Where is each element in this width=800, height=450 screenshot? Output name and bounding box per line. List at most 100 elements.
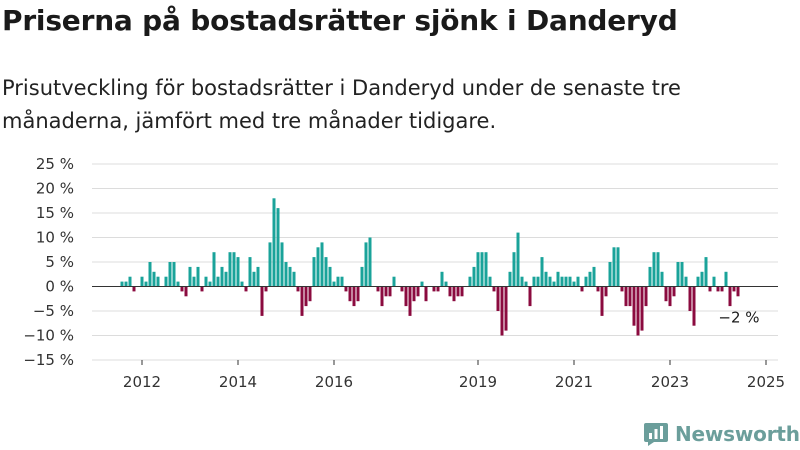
bar: [508, 271, 512, 287]
bar: [368, 237, 372, 287]
bar: [452, 286, 456, 302]
bar: [684, 276, 688, 287]
bar: [620, 286, 624, 292]
bar: [332, 281, 336, 287]
bar: [628, 286, 632, 307]
bar: [688, 286, 692, 311]
bar: [120, 281, 124, 287]
bar: [420, 281, 424, 287]
bar: [704, 257, 708, 287]
bar: [336, 276, 340, 287]
bar: [612, 247, 616, 287]
bar: [444, 281, 448, 287]
bar: [188, 266, 192, 287]
bar: [400, 286, 404, 292]
newsworthy-brand[interactable]: Newsworthy: [643, 418, 800, 450]
bar: [344, 286, 348, 292]
bar: [608, 262, 612, 287]
bar: [228, 252, 232, 287]
bar: [256, 266, 260, 287]
bar: [352, 286, 356, 307]
x-tick-label: 2019: [459, 373, 497, 391]
bar: [732, 286, 736, 292]
bar: [324, 257, 328, 287]
brand-name: Newsworthy: [675, 422, 800, 446]
bar: [220, 266, 224, 287]
bar: [520, 276, 524, 287]
y-tick-label: −10 %: [23, 327, 74, 345]
bar: [536, 276, 540, 287]
bar: [652, 252, 656, 287]
bar: [560, 276, 564, 287]
bar: [340, 276, 344, 287]
bar: [448, 286, 452, 297]
bar: [192, 276, 196, 287]
bar: [412, 286, 416, 302]
bar: [568, 276, 572, 287]
bar: [680, 262, 684, 287]
bar: [180, 286, 184, 292]
bar: [308, 286, 312, 302]
bar: [736, 286, 740, 297]
bar: [524, 281, 528, 287]
bar: [480, 252, 484, 287]
x-tick-label: 2016: [315, 373, 353, 391]
y-tick-label: 15 %: [36, 204, 74, 222]
bar: [616, 247, 620, 287]
bar: [292, 271, 296, 287]
bar: [304, 286, 308, 307]
bar: [656, 252, 660, 287]
bar: [416, 286, 420, 297]
bar: [144, 281, 148, 287]
bar: [604, 286, 608, 297]
bar: [564, 276, 568, 287]
x-tick-label: 2012: [123, 373, 161, 391]
gridlines: [92, 163, 778, 361]
chart-subtitle: Prisutveckling för bostadsrätter i Dande…: [2, 76, 681, 133]
bar: [664, 286, 668, 302]
bar: [264, 286, 268, 292]
bar: [728, 286, 732, 307]
bar: [360, 266, 364, 287]
bar: [588, 271, 592, 287]
bar: [600, 286, 604, 316]
bar: [540, 257, 544, 287]
bar: [176, 281, 180, 287]
bar: [284, 262, 288, 287]
bar: [268, 242, 272, 287]
bar-chart: 25 % 20 % 15 % 10 % 5 % 0 % −5 % −10 % −15 % 201…: [23, 155, 785, 391]
bar: [224, 271, 228, 287]
bar: [496, 286, 500, 311]
bar: [408, 286, 412, 316]
bar: [720, 286, 724, 292]
bar: [168, 262, 172, 287]
bar: [184, 286, 188, 297]
bar: [260, 286, 264, 316]
bar: [280, 242, 284, 287]
bar: [424, 286, 428, 302]
bar: [700, 271, 704, 287]
bar: [552, 281, 556, 287]
bar: [348, 286, 352, 302]
bar: [232, 252, 236, 287]
bar: [500, 286, 504, 336]
bar: [584, 276, 588, 287]
bar: [576, 276, 580, 287]
x-axis-ticks: 2012 2014 2016 2019 2021 2023 2025: [123, 360, 785, 391]
bar: [696, 276, 700, 287]
y-tick-label: −5 %: [33, 302, 74, 320]
bar: [640, 286, 644, 331]
bar: [516, 232, 520, 287]
bar: [436, 286, 440, 292]
bar: [316, 247, 320, 287]
y-tick-label: 0 %: [45, 278, 74, 296]
bar: [320, 242, 324, 287]
bar: [648, 266, 652, 287]
bar: [148, 262, 152, 287]
bar: [632, 286, 636, 326]
bar: [644, 286, 648, 307]
bar: [212, 252, 216, 287]
bar: [592, 266, 596, 287]
bar: [504, 286, 508, 331]
bar: [668, 286, 672, 307]
